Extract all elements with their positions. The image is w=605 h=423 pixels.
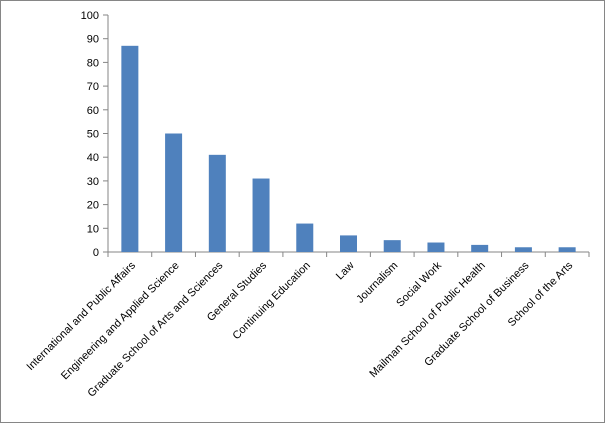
bar	[558, 247, 576, 252]
y-tick-label: 60	[87, 105, 99, 117]
y-tick-label: 90	[87, 34, 99, 46]
y-tick-label: 40	[87, 152, 99, 164]
y-tick-label: 10	[87, 223, 99, 235]
bar	[383, 240, 401, 252]
bar	[296, 223, 314, 252]
bar	[208, 154, 226, 252]
y-tick-label: 100	[81, 10, 99, 22]
x-category-label: Continuing Education	[230, 260, 312, 342]
bar	[165, 133, 183, 252]
y-tick-label: 80	[87, 57, 99, 69]
x-category-label: Journalism	[354, 260, 400, 306]
bar	[340, 235, 357, 252]
bar	[514, 247, 532, 252]
y-tick-label: 50	[87, 129, 99, 141]
bar	[121, 45, 139, 253]
y-tick-label: 0	[93, 247, 99, 259]
bar	[471, 244, 489, 252]
bar	[252, 178, 270, 252]
y-tick-label: 70	[87, 81, 99, 93]
y-tick-label: 20	[87, 200, 99, 212]
bar	[427, 242, 445, 252]
x-category-label: Law	[334, 260, 357, 283]
y-tick-label: 30	[87, 176, 99, 188]
